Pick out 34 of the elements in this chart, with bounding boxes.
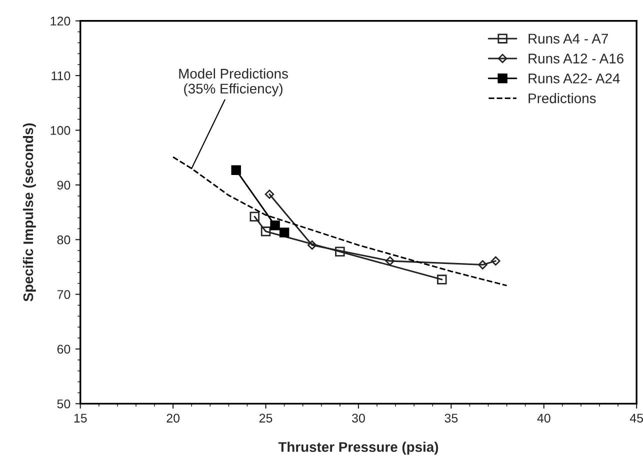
y-tick-label: 70 — [57, 290, 70, 299]
annotation: Model Predictions (35% Efficiency) — [179, 68, 288, 96]
y-tick-label: 80 — [57, 235, 70, 244]
y-axis-title: Specific Impulse (seconds) — [22, 123, 36, 302]
x-tick-label: 45 — [630, 414, 643, 423]
point — [478, 260, 488, 270]
point — [279, 228, 290, 238]
legend-label: Runs A12 - A16 — [528, 54, 624, 64]
x-tick-label: 40 — [537, 414, 550, 423]
legend-label: Runs A4 - A7 — [528, 34, 608, 44]
x-axis-title: Thruster Pressure (psia) — [278, 442, 438, 455]
x-tick-label: 15 — [74, 414, 87, 423]
y-tick-label: 60 — [57, 344, 70, 354]
x-tick-label: 25 — [259, 414, 272, 423]
y-tick-label: 120 — [50, 16, 70, 26]
point — [231, 165, 241, 176]
y-tick-label: 50 — [57, 399, 70, 408]
y-tick-label: 100 — [50, 126, 70, 135]
legend-label: Runs A22- A24 — [528, 74, 620, 84]
point — [437, 274, 447, 284]
x-tick-label: 20 — [166, 414, 180, 423]
point — [260, 226, 271, 236]
y-tick-label: 110 — [52, 71, 70, 80]
point — [270, 220, 280, 230]
x-tick-label: 30 — [352, 414, 365, 423]
point — [264, 190, 274, 199]
point — [308, 240, 317, 250]
y-tick-label: 90 — [57, 180, 70, 190]
point — [385, 256, 395, 266]
point — [250, 212, 260, 222]
point — [335, 246, 345, 257]
x-tick-label: 35 — [444, 414, 458, 423]
legend-label: Predictions — [528, 93, 596, 104]
point — [491, 256, 500, 266]
